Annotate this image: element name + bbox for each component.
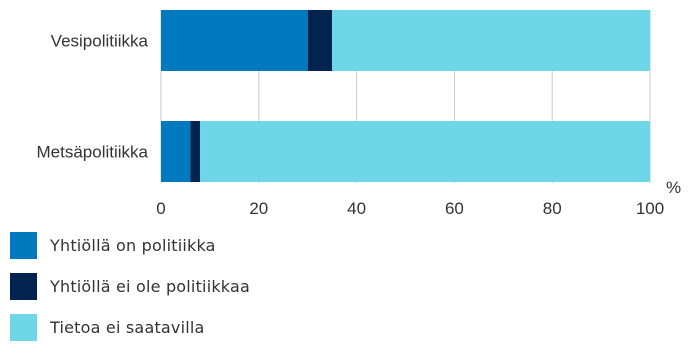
x-tick-label: 80 xyxy=(543,199,562,218)
legend: Yhtiöllä on politiikka Yhtiöllä ei ole p… xyxy=(10,232,610,355)
bar-segment xyxy=(307,10,333,71)
bars xyxy=(161,10,650,182)
legend-label: Tietoa ei saatavilla xyxy=(50,318,205,337)
legend-item-has-policy: Yhtiöllä on politiikka xyxy=(10,232,610,259)
legend-swatch xyxy=(10,232,37,259)
x-axis-unit-label: % xyxy=(666,178,681,197)
category-label: Vesipolitiikka xyxy=(51,32,149,51)
x-tick-label: 100 xyxy=(636,199,664,218)
x-axis-ticks: 0 20 40 60 80 100 xyxy=(156,199,664,218)
legend-item-not-available: Tietoa ei saatavilla xyxy=(10,314,610,341)
x-tick-label: 0 xyxy=(156,199,165,218)
legend-swatch xyxy=(10,314,37,341)
x-tick-label: 40 xyxy=(347,199,366,218)
x-tick-label: 60 xyxy=(445,199,464,218)
chart-container: Vesipolitiikka Metsäpolitiikka 0 20 40 60 80 1… xyxy=(10,10,681,341)
stacked-bar-chart: Vesipolitiikka Metsäpolitiikka 0 20 40 60 80 1… xyxy=(37,10,681,218)
bar-segment xyxy=(161,121,191,182)
legend-item-no-policy: Yhtiöllä ei ole politiikkaa xyxy=(10,273,610,300)
x-tick-label: 20 xyxy=(249,199,268,218)
category-labels: Vesipolitiikka Metsäpolitiikka xyxy=(37,32,149,162)
legend-swatch xyxy=(10,273,37,300)
bar-segment xyxy=(200,121,650,182)
legend-label: Yhtiöllä on politiikka xyxy=(50,236,216,255)
bar-segment xyxy=(190,121,201,182)
category-label: Metsäpolitiikka xyxy=(37,143,149,162)
bar-segment xyxy=(332,10,650,71)
bar-segment xyxy=(161,10,308,71)
legend-label: Yhtiöllä ei ole politiikkaa xyxy=(50,277,251,296)
